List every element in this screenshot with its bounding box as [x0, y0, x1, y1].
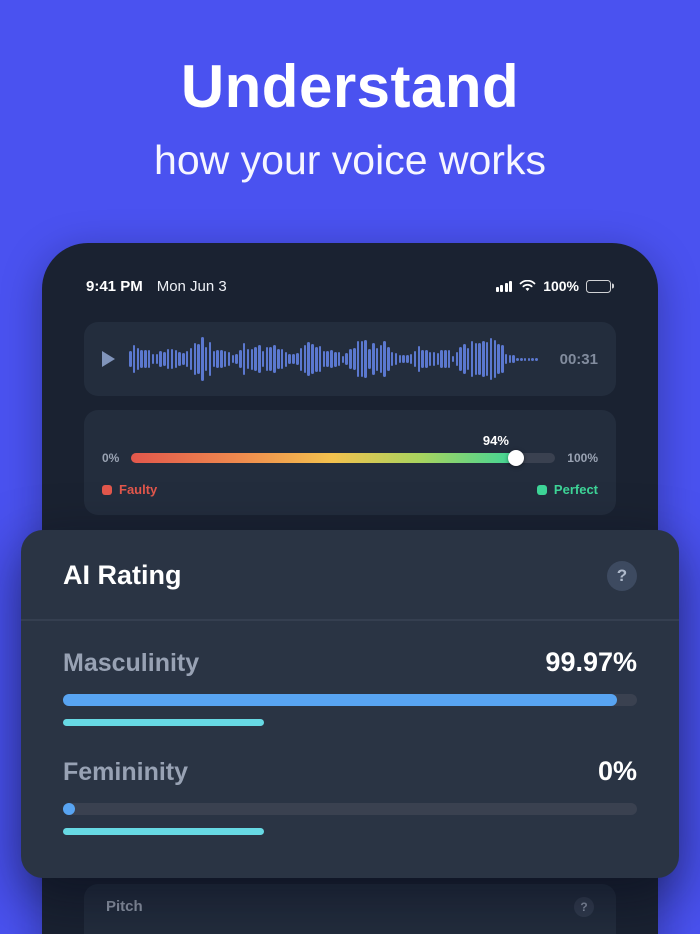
quality-legend: Faulty Perfect	[102, 482, 598, 497]
legend-faulty-label: Faulty	[119, 482, 158, 497]
pitch-row: Pitch ?	[84, 884, 616, 934]
femininity-underline-bar	[63, 828, 264, 835]
wifi-icon	[519, 280, 536, 291]
status-time: 9:41 PM	[86, 277, 143, 295]
perfect-swatch-icon	[536, 484, 547, 495]
masculinity-bar-track	[63, 694, 637, 706]
ai-rating-help-icon[interactable]: ?	[607, 560, 637, 591]
play-icon[interactable]	[102, 351, 115, 367]
quality-score-card: 0% 94% 100% Faulty Perfect	[84, 410, 616, 515]
page-title: Understand	[180, 53, 520, 120]
femininity-value: 0%	[597, 756, 637, 786]
status-bar: 9:41 PM Mon Jun 3 100%	[86, 275, 614, 297]
quality-slider-track[interactable]: 94%	[131, 433, 556, 466]
quality-min-label: 0%	[102, 451, 120, 465]
legend-faulty: Faulty	[102, 482, 157, 497]
pitch-label: Pitch	[106, 898, 143, 915]
status-indicators: 100%	[495, 278, 614, 294]
masculinity-label: Masculinity	[63, 649, 200, 677]
ai-rating-panel: AI Rating ? Masculinity 99.97% Femininit…	[21, 530, 679, 878]
page-subtitle: how your voice works	[154, 137, 546, 183]
femininity-bar-fill	[63, 803, 75, 815]
hero: Understand how your voice works	[0, 52, 700, 184]
femininity-label: Femininity	[63, 758, 189, 786]
quality-value-label: 94%	[482, 433, 509, 448]
femininity-bar-track	[63, 803, 637, 815]
metric-femininity: Femininity 0%	[63, 756, 637, 835]
battery-icon	[586, 279, 611, 293]
quality-max-label: 100%	[567, 451, 598, 465]
legend-perfect-label: Perfect	[553, 482, 598, 497]
metric-head: Femininity 0%	[63, 756, 637, 787]
metric-head: Masculinity 99.97%	[63, 647, 637, 678]
quality-slider-knob[interactable]	[508, 450, 525, 466]
quality-slider-fill	[131, 450, 525, 466]
duration-label: 00:31	[559, 350, 598, 368]
cellular-signal-icon	[495, 280, 513, 292]
waveform[interactable]	[129, 333, 546, 385]
faulty-swatch-icon	[102, 484, 112, 495]
metric-masculinity: Masculinity 99.97%	[63, 647, 637, 726]
pitch-help-icon[interactable]: ?	[574, 897, 594, 917]
masculinity-underline-bar	[63, 719, 264, 726]
divider	[21, 619, 679, 621]
battery-percent-label: 100%	[543, 278, 579, 294]
ai-rating-header: AI Rating ?	[63, 530, 637, 591]
status-date: Mon Jun 3	[156, 277, 227, 295]
ai-rating-title: AI Rating	[63, 560, 182, 590]
audio-player-card: 00:31	[84, 322, 616, 396]
legend-perfect: Perfect	[536, 482, 598, 497]
masculinity-value: 99.97%	[545, 647, 637, 677]
masculinity-bar-fill	[63, 694, 617, 706]
quality-bar-row: 0% 94% 100%	[102, 433, 598, 466]
